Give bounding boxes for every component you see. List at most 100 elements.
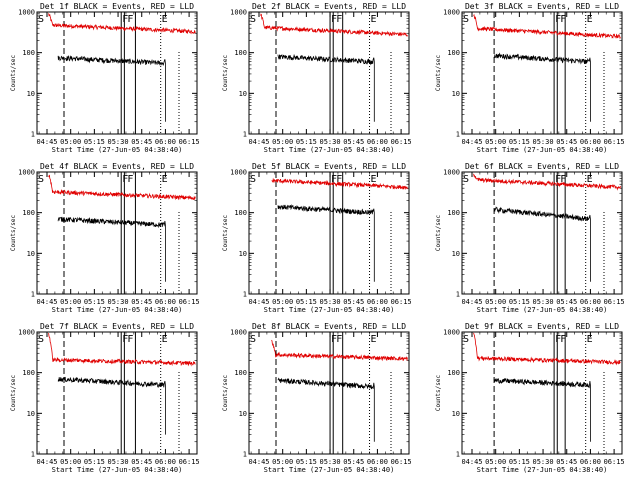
x-tick-label: 06:15: [179, 138, 200, 146]
x-tick-label: 06:00: [367, 138, 388, 146]
x-tick-label: 05:30: [320, 138, 341, 146]
x-tick-label: 06:00: [155, 458, 176, 466]
x-tick-label: 04:45: [461, 298, 482, 306]
y-axis-label: Counts/sec: [10, 55, 17, 92]
x-tick-label: 05:00: [272, 458, 293, 466]
x-tick-label: 06:15: [391, 298, 412, 306]
series-lld-red: [48, 333, 196, 367]
series-lld-red: [48, 174, 196, 201]
plot-frame: [248, 331, 410, 455]
x-tick-label: 06:00: [580, 138, 601, 146]
marker-F-label: F: [331, 14, 337, 25]
x-tick-label: 06:15: [604, 458, 625, 466]
x-axis-label: Start Time (27-Jun-05 04:38:40): [477, 306, 608, 314]
series-events-black: [57, 216, 166, 282]
marker-E-label: E: [587, 174, 593, 185]
marker-F-label: F: [331, 174, 337, 185]
marker-F-label: F: [331, 334, 337, 345]
marker-S-label: S: [38, 14, 44, 25]
marker-E-label: E: [162, 14, 168, 25]
x-tick-label: 04:45: [461, 458, 482, 466]
x-tick-label: 05:30: [320, 298, 341, 306]
x-axis-label: Start Time (27-Jun-05 04:38:40): [477, 466, 608, 474]
x-tick-label: 05:30: [320, 458, 341, 466]
chart-title: Det 6f BLACK = Events, RED = LLD: [465, 162, 619, 171]
y-tick-label: 1000: [230, 329, 247, 337]
x-tick-label: 05:00: [485, 138, 506, 146]
x-tick-label: 05:00: [60, 298, 81, 306]
x-axis-label: Start Time (27-Jun-05 04:38:40): [52, 466, 183, 474]
marker-F-label: F: [127, 174, 133, 185]
y-tick-label: 100: [234, 49, 247, 57]
marker-S-label: S: [38, 174, 44, 185]
chart-panel-3: Det 3f BLACK = Events, RED = LLD 1 10 100 10…: [435, 2, 625, 154]
x-tick-label: 06:00: [367, 458, 388, 466]
marker-F-label: F: [555, 334, 561, 345]
plot-frame: [36, 331, 198, 455]
y-axis-label: Counts/sec: [435, 55, 442, 92]
marker-F-label: F: [122, 334, 128, 345]
marker-F-label: F: [336, 14, 342, 25]
y-tick-label: 100: [22, 209, 35, 217]
chart-panel-9: Det 9f BLACK = Events, RED = LLD 1 10 100 10…: [435, 322, 625, 474]
x-tick-label: 06:15: [179, 458, 200, 466]
y-tick-label: 100: [22, 49, 35, 57]
y-tick-label: 1000: [18, 9, 35, 17]
x-tick-label: 05:30: [108, 458, 129, 466]
x-tick-label: 04:45: [36, 298, 57, 306]
series-events-black: [57, 376, 166, 435]
y-tick-label: 10: [452, 250, 460, 258]
x-tick-label: 04:45: [461, 138, 482, 146]
y-tick-label: 1: [456, 451, 460, 459]
x-tick-label: 06:15: [391, 458, 412, 466]
chart-title: Det 5f BLACK = Events, RED = LLD: [252, 162, 406, 171]
x-tick-label: 06:15: [391, 138, 412, 146]
chart-panel-5: Det 5f BLACK = Events, RED = LLD 1 10 100 10…: [222, 162, 412, 314]
y-tick-label: 1000: [443, 329, 460, 337]
chart-panel-8: Det 8f BLACK = Events, RED = LLD 1 10 100 10…: [222, 322, 412, 474]
plot-frame: [461, 11, 623, 135]
y-tick-label: 1000: [18, 169, 35, 177]
x-tick-label: 05:15: [509, 458, 530, 466]
marker-S-label: S: [463, 14, 469, 25]
y-tick-label: 100: [234, 369, 247, 377]
y-tick-label: 10: [452, 90, 460, 98]
series-events-black: [493, 52, 591, 122]
y-tick-label: 100: [447, 209, 460, 217]
x-tick-label: 04:45: [36, 458, 57, 466]
x-tick-label: 05:30: [108, 298, 129, 306]
x-tick-label: 05:00: [272, 138, 293, 146]
marker-F-label: F: [336, 334, 342, 345]
y-axis-label: Counts/sec: [435, 215, 442, 252]
marker-E-label: E: [371, 174, 377, 185]
y-tick-label: 1: [243, 131, 247, 139]
chart-title: Det 9f BLACK = Events, RED = LLD: [465, 322, 619, 331]
x-tick-label: 06:00: [580, 298, 601, 306]
x-tick-label: 05:15: [509, 138, 530, 146]
marker-F-label: F: [122, 174, 128, 185]
x-tick-label: 05:30: [533, 458, 554, 466]
chart-title: Det 1f BLACK = Events, RED = LLD: [40, 2, 194, 11]
plot-frame: [248, 11, 410, 135]
series-lld-red: [48, 13, 196, 35]
x-axis-label: Start Time (27-Jun-05 04:38:40): [52, 146, 183, 154]
marker-F-label: F: [560, 14, 566, 25]
marker-F-label: F: [127, 334, 133, 345]
y-tick-label: 10: [27, 90, 35, 98]
y-axis-label: Counts/sec: [435, 375, 442, 412]
plot-frame: [36, 171, 198, 295]
x-tick-label: 04:45: [248, 298, 269, 306]
y-tick-label: 10: [27, 410, 35, 418]
x-tick-label: 05:15: [509, 298, 530, 306]
x-tick-label: 04:45: [248, 458, 269, 466]
y-tick-label: 100: [447, 369, 460, 377]
y-tick-label: 100: [22, 369, 35, 377]
series-lld-red: [271, 339, 408, 362]
x-tick-label: 05:45: [131, 138, 152, 146]
series-events-black: [277, 377, 375, 442]
marker-F-label: F: [336, 174, 342, 185]
marker-S-label: S: [250, 14, 256, 25]
y-axis-label: Counts/sec: [222, 55, 229, 92]
x-tick-label: 06:00: [580, 458, 601, 466]
marker-E-label: E: [587, 334, 593, 345]
